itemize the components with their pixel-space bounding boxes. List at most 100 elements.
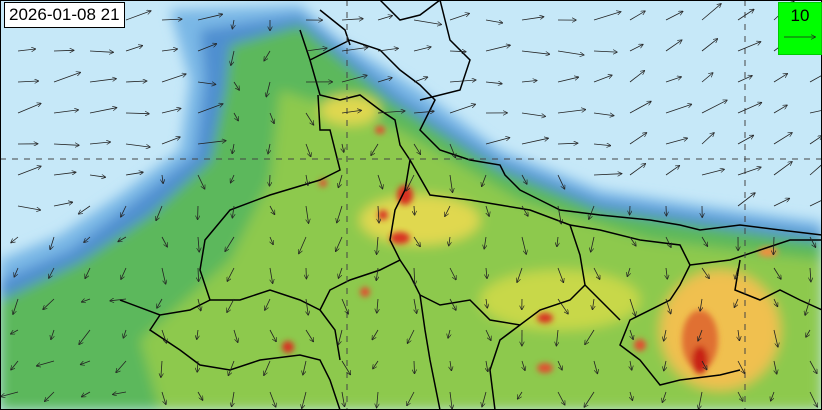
wind-arrow (521, 17, 544, 21)
wind-arrow (121, 205, 127, 217)
wind-arrow (197, 104, 223, 114)
wind-arrow (521, 112, 545, 116)
wind-arrow (228, 360, 235, 375)
wind-arrow (161, 19, 182, 20)
wind-arrow (773, 267, 781, 279)
wind-arrow (662, 391, 667, 402)
wind-arrow (449, 143, 455, 158)
wind-arrow (774, 298, 778, 306)
wind-arrow (232, 143, 234, 153)
wind-arrow (629, 236, 636, 246)
wind-arrow (665, 12, 683, 21)
wind-arrow (521, 81, 537, 83)
wind-arrow (735, 267, 739, 279)
wind-arrow (377, 174, 383, 189)
wind-arrow (302, 391, 307, 408)
wind-arrow (701, 267, 709, 278)
wind-arrow (265, 298, 271, 310)
reference-arrow-icon (784, 33, 817, 41)
wind-arrow (43, 298, 55, 309)
wind-arrow (734, 298, 739, 307)
wind-arrow (521, 174, 527, 184)
wind-arrow (593, 75, 612, 83)
wind-arrow (773, 199, 789, 207)
wind-arrow (450, 360, 451, 370)
wind-arrow (413, 77, 427, 83)
wind-arrow (773, 74, 787, 83)
wind-arrow (53, 172, 76, 176)
wind-arrow (557, 298, 568, 314)
wind-arrow (161, 267, 166, 284)
wind-arrow (518, 391, 523, 399)
wind-arrow (809, 74, 822, 83)
wind-arrow (125, 172, 143, 176)
wind-arrow (627, 267, 630, 276)
wind-arrow (557, 110, 585, 114)
wind-arrow (486, 267, 487, 278)
wind-arrow (198, 236, 199, 252)
wind-arrow (269, 205, 275, 214)
wind-arrow (557, 267, 563, 282)
wind-arrow (406, 174, 415, 191)
wind-arrow (53, 110, 78, 114)
wind-arrow (737, 391, 743, 401)
wind-arrow (629, 133, 646, 145)
wind-arrow (197, 44, 216, 52)
wind-arrow (157, 298, 163, 308)
wind-arrow (161, 109, 181, 114)
wind-arrow (413, 143, 420, 154)
wind-arrow (305, 329, 313, 342)
wind-arrow (557, 174, 565, 189)
wind-arrow (232, 391, 234, 406)
wind-arrow (557, 77, 578, 83)
wind-arrow (589, 205, 595, 219)
wind-arrow (449, 51, 466, 52)
wind-arrow (557, 143, 578, 144)
wind-arrow (227, 267, 235, 281)
wind-arrow (89, 79, 116, 83)
wind-arrow (377, 236, 378, 254)
wind-arrow (156, 205, 163, 220)
wind-arrow (773, 236, 774, 254)
wind-arrow (11, 360, 19, 370)
wind-arrow (771, 391, 775, 401)
wind-arrow (666, 267, 667, 279)
wind-arrow (305, 48, 327, 52)
wind-arrow (341, 19, 363, 20)
wind-arrow (413, 236, 420, 246)
wind-arrow (14, 267, 19, 277)
wind-arrow (338, 174, 343, 187)
wind-arrow (482, 174, 487, 186)
wind-arrow (522, 360, 525, 370)
wind-arrow (233, 81, 239, 90)
wind-arrow (89, 51, 113, 52)
wind-arrow (233, 329, 238, 342)
wind-arrow (414, 298, 417, 313)
wind-arrow (665, 40, 682, 52)
wind-arrow (485, 45, 510, 52)
wind-arrow (737, 193, 755, 207)
wind-arrow (593, 267, 600, 279)
wind-arrow (809, 360, 817, 373)
wind-arrow (198, 298, 201, 311)
wind-arrow (306, 205, 309, 223)
wind-arrow (270, 236, 273, 244)
wind-arrow (521, 205, 528, 216)
wind-arrow (593, 144, 610, 146)
wind-arrow (161, 137, 180, 145)
wind-arrow (630, 391, 632, 400)
wind-arrow (448, 329, 450, 338)
wind-arrow (737, 103, 761, 114)
wind-arrow (266, 81, 271, 97)
wind-arrow (701, 133, 714, 145)
wind-arrow (162, 174, 163, 183)
wind-arrow (337, 205, 343, 223)
wind-arrow (701, 169, 724, 176)
wind-arrow (701, 4, 721, 21)
wind-arrow (737, 10, 754, 21)
wind-arrow (701, 73, 713, 83)
wind-arrow (53, 144, 79, 145)
wind-arrow (123, 329, 126, 338)
